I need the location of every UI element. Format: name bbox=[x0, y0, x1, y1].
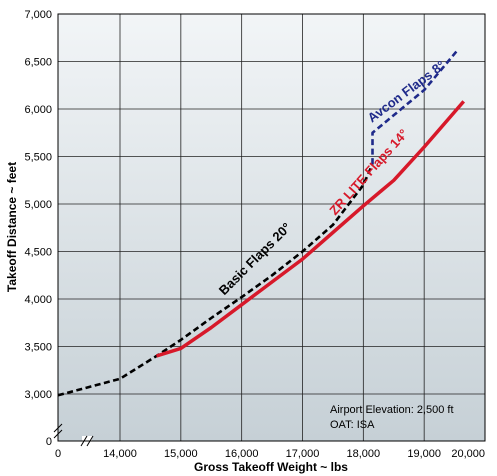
x-tick-label: 20,000 bbox=[451, 448, 485, 460]
y-tick-label: 4,500 bbox=[24, 247, 52, 259]
x-tick-label: 19,000 bbox=[407, 448, 441, 460]
series-line-zr-lite-flaps-14 bbox=[155, 100, 466, 358]
x-tick-label: 18,000 bbox=[347, 448, 381, 460]
y-tick-label: 0 bbox=[46, 436, 52, 448]
x-tick-label: 16,000 bbox=[225, 448, 259, 460]
x-axis-title: Gross Takeoff Weight ~ lbs bbox=[194, 460, 348, 474]
y-axis-title: Takeoff Distance ~ feet bbox=[5, 162, 19, 292]
series-line-basic-flaps-20 bbox=[57, 163, 374, 397]
annotation-box: Airport Elevation: 2,500 ft OAT: ISA bbox=[330, 404, 454, 431]
y-tick-label: 3,000 bbox=[24, 389, 52, 401]
y-tick-label: 5,500 bbox=[24, 152, 52, 164]
tick-labels: 0 14,000 15,000 16,000 17,000 18,000 19,000 20,… bbox=[24, 9, 485, 460]
y-tick-label: 7,000 bbox=[24, 9, 52, 21]
plot-frame bbox=[57, 13, 486, 442]
airport-elevation-note: Airport Elevation: 2,500 ft bbox=[330, 404, 454, 416]
x-tick-label: 15,000 bbox=[164, 448, 198, 460]
y-tick-label: 5,000 bbox=[24, 199, 52, 211]
y-tick-label: 3,500 bbox=[24, 342, 52, 354]
plot-background bbox=[58, 14, 485, 441]
series-layer bbox=[57, 49, 466, 397]
y-tick-label: 4,000 bbox=[24, 294, 52, 306]
series-line-avcon-flaps-8 bbox=[371, 49, 459, 165]
x-tick-label: 0 bbox=[55, 448, 61, 460]
oat-note: OAT: ISA bbox=[330, 419, 375, 431]
x-tick-label: 17,000 bbox=[286, 448, 320, 460]
x-tick-label: 14,000 bbox=[103, 448, 137, 460]
y-tick-label: 6,500 bbox=[24, 57, 52, 69]
y-tick-label: 6,000 bbox=[24, 104, 52, 116]
